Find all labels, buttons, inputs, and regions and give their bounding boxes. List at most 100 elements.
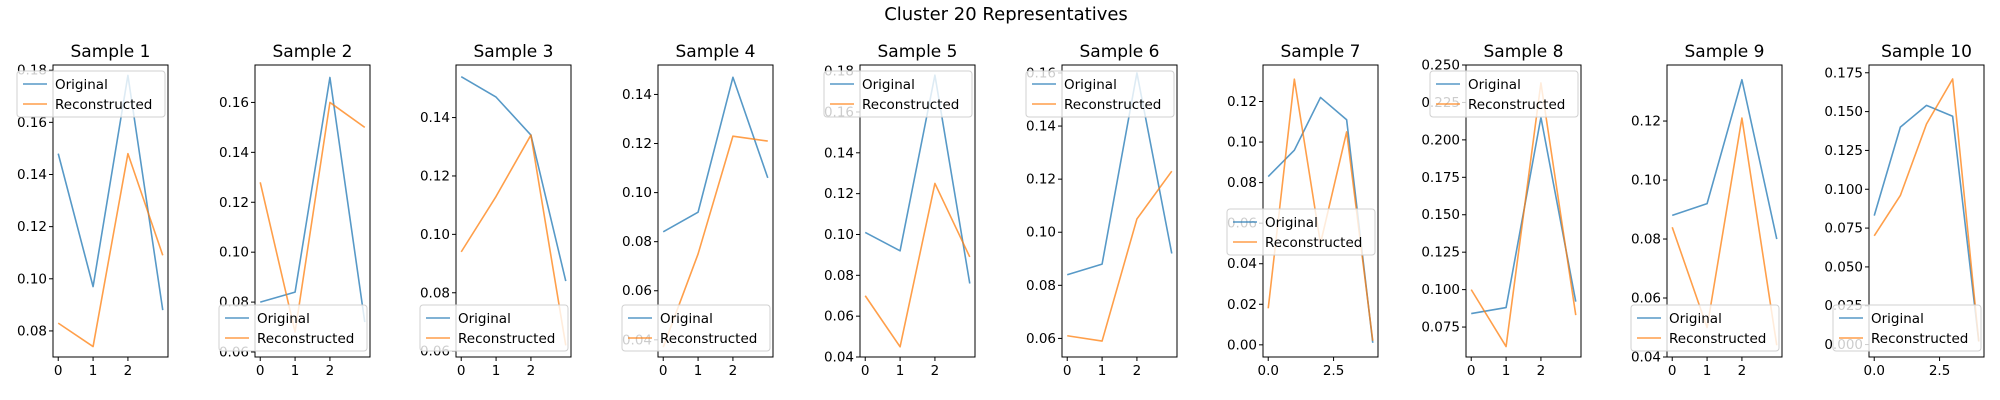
- y-tick-label: 0.14: [824, 145, 854, 161]
- x-tick-label: 0: [659, 363, 668, 379]
- x-tick-label: 0: [457, 363, 466, 379]
- x-tick-label: 2: [326, 363, 335, 379]
- subplot-3: Sample 30.060.080.100.120.140 1 2OriginalR…: [419, 42, 572, 379]
- legend: Original Reconstructed: [1025, 70, 1175, 118]
- x-tick-label: 1: [694, 363, 703, 379]
- legend-label: Reconstructed: [862, 97, 959, 113]
- y-tick-label: 0.10: [17, 271, 47, 287]
- legend-frame: [16, 70, 166, 118]
- y-tick-label: 0.00: [1227, 337, 1257, 353]
- x-tick-label: 0: [1668, 363, 1677, 379]
- x-tick-label: 2: [931, 363, 940, 379]
- legend-frame: [1630, 304, 1780, 352]
- series-line-original: [57, 74, 164, 311]
- legend-label: Reconstructed: [1669, 331, 1766, 347]
- y-tick-label: 0.04: [1227, 256, 1257, 272]
- x-tick-label: 2: [124, 363, 133, 379]
- y-tick-label: 0.10: [420, 227, 450, 243]
- y-tick-label: 0.150: [1421, 207, 1460, 223]
- y-tick-label: 0.125: [1421, 245, 1460, 261]
- y-tick-label: 0.100: [1421, 282, 1460, 298]
- y-tick-label: 0.10: [1227, 135, 1257, 151]
- axes-frame: [52, 64, 169, 358]
- subplot-2: Sample 20.060.080.100.120.140.160 1 2Origi…: [218, 42, 371, 379]
- y-tick-label: 0.06: [1631, 291, 1661, 307]
- y-tick-label: 0.08: [1631, 232, 1661, 248]
- y-tick-label: 0.08: [824, 268, 854, 284]
- legend-label: Reconstructed: [1871, 331, 1968, 347]
- y-tick-label: 0.12: [219, 195, 249, 211]
- axes-frame: [455, 64, 572, 358]
- series-line-original: [1066, 72, 1173, 276]
- y-tick-label: 0.075: [1421, 320, 1460, 336]
- series-line-original: [1671, 78, 1778, 240]
- x-tick-label: 2: [729, 363, 738, 379]
- legend: Original Reconstructed: [16, 70, 166, 118]
- y-tick-label: 0.14: [622, 87, 652, 103]
- series-line-reconstructed: [1067, 170, 1173, 342]
- y-tick-label: 0.175: [1421, 170, 1460, 186]
- y-tick-label: 0.08: [17, 323, 47, 339]
- y-tick-label: 0.200: [1421, 132, 1460, 148]
- subplot-title: Sample 8: [1484, 42, 1564, 62]
- y-tick-label: 0.12: [824, 186, 854, 202]
- x-tick-label: 0: [1467, 363, 1476, 379]
- y-tick-label: 0.150: [1824, 104, 1863, 120]
- subplot-5: Sample 50.040.060.080.100.120.140.160.18…: [823, 42, 976, 379]
- series-line-reconstructed: [864, 182, 971, 348]
- legend-frame: [823, 70, 973, 118]
- y-tick-label: 0.10: [1631, 173, 1661, 189]
- axes-frame: [254, 64, 371, 358]
- x-tick-label: 0.0: [1863, 363, 1884, 379]
- legend: Original Reconstructed: [1226, 208, 1376, 256]
- legend-frame: [1832, 304, 1982, 352]
- subplot-title: Sample 10: [1881, 42, 1972, 62]
- legend-label: Original: [1468, 77, 1521, 93]
- y-tick-label: 0.16: [219, 95, 249, 111]
- y-tick-label: 0.10: [219, 245, 249, 261]
- y-tick-label: 0.04: [824, 350, 854, 366]
- series-group: [1873, 78, 1980, 342]
- subplot-6: Sample 60.060.080.100.120.140.16012Origi…: [1025, 42, 1178, 379]
- x-tick-label: 0: [1063, 363, 1072, 379]
- series-group: [460, 75, 567, 346]
- series-line-reconstructed: [1470, 82, 1577, 348]
- y-tick-label: 0.08: [420, 285, 450, 301]
- axes-frame: [859, 64, 976, 358]
- subplot-title: Sample 2: [273, 42, 353, 62]
- series-line-original: [864, 74, 971, 284]
- axes-frame: [1666, 64, 1783, 358]
- x-tick-label: 2: [1738, 363, 1747, 379]
- legend: Original Reconstructed: [419, 304, 569, 352]
- legend-label: Original: [1265, 215, 1318, 231]
- y-tick-label: 0.16: [17, 115, 47, 131]
- y-tick-label: 0.100: [1824, 182, 1863, 198]
- y-tick-label: 0.02: [1227, 297, 1257, 313]
- y-tick-label: 0.250: [1421, 58, 1460, 74]
- x-tick-label: 1: [896, 363, 905, 379]
- legend-label: Original: [1064, 77, 1117, 93]
- x-tick-label: 1: [1703, 363, 1712, 379]
- series-line-reconstructed: [1873, 78, 1980, 342]
- y-tick-label: 0.14: [420, 110, 450, 126]
- legend: Original Reconstructed: [621, 304, 771, 352]
- y-tick-label: 0.12: [1631, 114, 1661, 130]
- subplot-title: Sample 9: [1685, 42, 1765, 62]
- y-tick-label: 0.12: [420, 168, 450, 184]
- x-tick-label: 2.5: [1929, 363, 1950, 379]
- y-tick-label: 0.06: [622, 283, 652, 299]
- legend-label: Reconstructed: [1064, 97, 1161, 113]
- subplot-title: Sample 5: [878, 42, 958, 62]
- x-tick-label: 1: [1502, 363, 1511, 379]
- x-tick-label: 0.0: [1257, 363, 1278, 379]
- legend-frame: [1226, 208, 1376, 256]
- y-tick-label: 0.14: [1026, 119, 1056, 135]
- x-tick-label: 2: [1133, 363, 1142, 379]
- y-tick-label: 0.12: [17, 219, 47, 235]
- legend-label: Original: [660, 311, 713, 327]
- y-tick-label: 0.06: [824, 309, 854, 325]
- legend-label: Reconstructed: [1265, 235, 1362, 251]
- legend-label: Original: [55, 77, 108, 93]
- subplot-9: Sample 9 0.04 0.06 0.08 0.10 0.12 0 1 2 Original R…: [1630, 42, 1783, 379]
- figure-title: Cluster 20 Representatives: [884, 4, 1128, 25]
